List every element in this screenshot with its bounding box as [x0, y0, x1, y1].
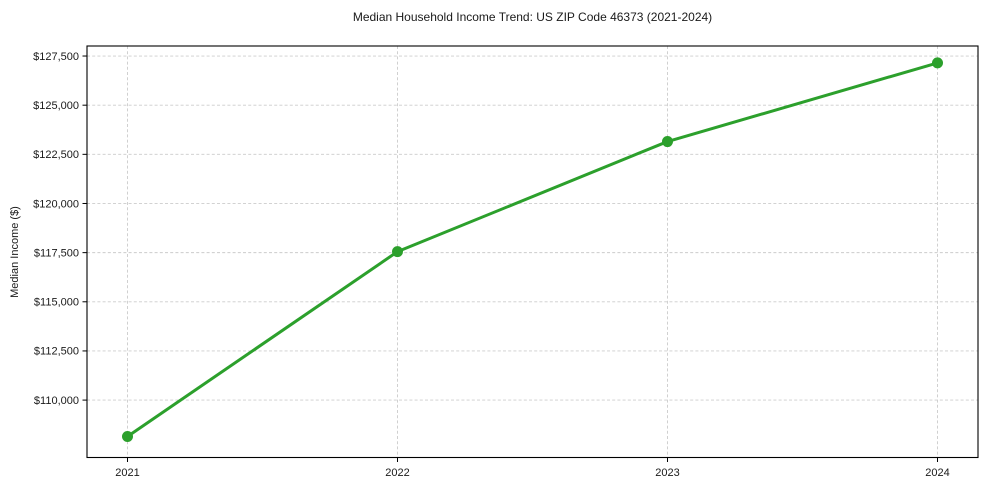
data-point-2024 [932, 57, 943, 69]
plot-frame [86, 45, 979, 459]
y-tick-label: $112,500 [34, 346, 79, 358]
y-tick-label: $117,500 [34, 247, 79, 259]
y-tick-label: $125,000 [33, 100, 79, 112]
x-tick-label: 2024 [925, 467, 949, 479]
x-tick-label: 2021 [115, 467, 139, 479]
chart-title: Median Household Income Trend: US ZIP Co… [352, 10, 713, 24]
data-point-2022 [392, 246, 403, 258]
x-tick-label: 2022 [385, 467, 409, 479]
x-tick-label: 2023 [655, 467, 679, 479]
y-tick-label: $110,000 [34, 395, 79, 407]
y-tick-label: $120,000 [33, 198, 79, 210]
y-tick-label: $127,500 [33, 51, 79, 63]
data-point-2023 [662, 136, 673, 148]
trend-line [126, 61, 939, 438]
y-tick-label: $122,500 [33, 149, 79, 161]
data-point-2021 [122, 430, 133, 442]
y-tick-label: $115,000 [34, 297, 79, 309]
